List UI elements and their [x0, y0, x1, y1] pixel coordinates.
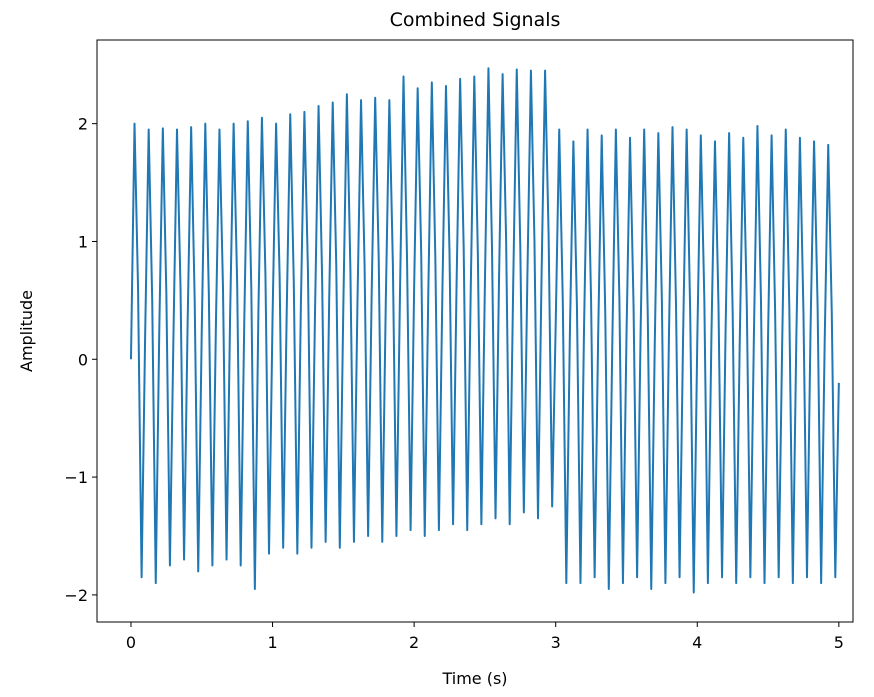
- line: [129, 67, 840, 594]
- y-tick-label: −1: [64, 468, 88, 487]
- x-tick-label: 1: [267, 633, 277, 652]
- x-tick-label: 5: [834, 633, 844, 652]
- y-axis-label: Amplitude: [17, 290, 36, 372]
- x-tick-label: 0: [126, 633, 136, 652]
- y-tick-label: 1: [78, 232, 88, 251]
- y-tick-label: 0: [78, 350, 88, 369]
- x-axis-label: Time (s): [441, 669, 507, 688]
- x-tick-label: 4: [692, 633, 702, 652]
- chart-title: Combined Signals: [390, 9, 561, 31]
- x-tick-label: 2: [409, 633, 419, 652]
- y-tick-label: 2: [78, 115, 88, 134]
- plot-frame: [96, 39, 854, 623]
- x-tick-label: 3: [551, 633, 561, 652]
- y-tick-label: −2: [64, 586, 88, 605]
